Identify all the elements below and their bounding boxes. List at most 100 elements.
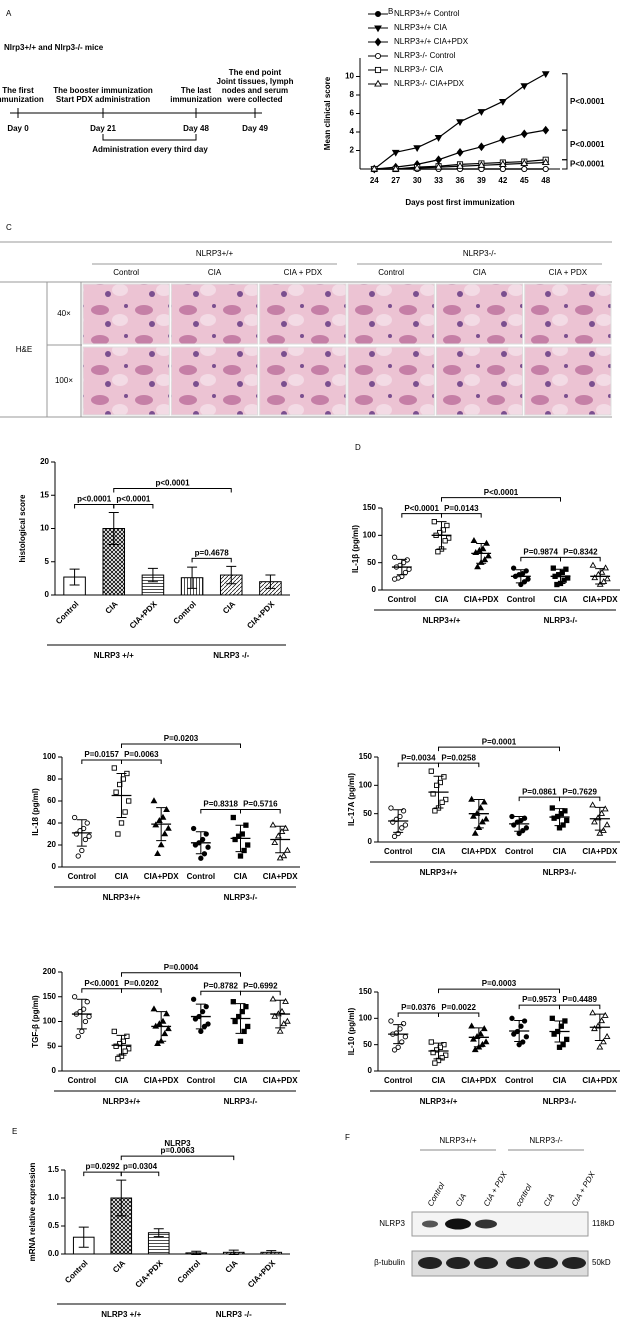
data-point: [84, 820, 90, 826]
data-point: [603, 821, 611, 828]
data-point: [245, 1023, 251, 1030]
y-axis-label: mRNA relative expression: [28, 1162, 37, 1261]
data-point: [603, 575, 611, 582]
y-tick-label: 6: [350, 109, 355, 118]
marker: [499, 165, 506, 173]
data-point: [556, 825, 563, 831]
data-point: [432, 1060, 438, 1066]
error-bar: [69, 568, 80, 586]
x-tick-label: CIA+PDX: [461, 847, 497, 856]
error-bar: [594, 806, 605, 831]
comparison-bracket: [441, 513, 482, 518]
data-point: [150, 1005, 158, 1012]
data-point: [388, 805, 394, 811]
x-tick-label: CIA+PDX: [144, 1076, 180, 1085]
legend-label: NLRP3+/+ Control: [394, 9, 460, 18]
comparison-bracket: [438, 746, 560, 752]
comparison-bracket: [240, 809, 281, 814]
data-point: [164, 824, 172, 831]
data-point: [442, 538, 448, 544]
y-tick-label: 0: [368, 1066, 373, 1075]
x-tick-label: Control: [68, 872, 96, 881]
error-bar: [147, 567, 158, 583]
comparison-bracket: [441, 497, 561, 502]
y-tick-label: 1.0: [48, 1193, 60, 1202]
data-point: [161, 1030, 169, 1037]
comparison-bracket: [121, 759, 162, 764]
y-axis-label: IL-1β (pg/ml): [351, 525, 360, 573]
data-point: [111, 765, 117, 771]
data-point: [556, 1044, 563, 1050]
x-tick-label: 48: [541, 176, 550, 185]
data-point: [562, 808, 568, 814]
y-tick-label: 15: [40, 490, 49, 499]
data-point: [82, 1018, 89, 1025]
band: [446, 1257, 470, 1269]
y-tick-label: 0: [368, 837, 373, 846]
marker: [456, 147, 464, 157]
x-tick-label: 30: [413, 176, 422, 185]
data-point: [509, 813, 515, 820]
y-tick-label: 200: [43, 967, 57, 976]
y-tick-label: 150: [359, 987, 373, 996]
data-point: [115, 1055, 121, 1062]
error-bar: [393, 809, 404, 833]
x-tick-label: Control: [384, 847, 412, 856]
x-tick-label: CIA: [435, 595, 449, 604]
error-bar: [226, 565, 237, 585]
data-point: [550, 565, 556, 571]
data-point: [232, 1018, 238, 1025]
y-tick-label: 150: [359, 752, 373, 761]
x-tick-label: CIA: [234, 872, 248, 881]
legend-label: NLRP3-/- CIA: [394, 65, 444, 74]
error-bar: [116, 773, 127, 818]
data-point: [564, 817, 570, 824]
data-point: [205, 844, 211, 850]
data-point: [115, 831, 121, 837]
error-bar: [195, 1003, 206, 1030]
error-bar: [108, 512, 119, 545]
error-bar: [594, 1013, 605, 1041]
group-label: NLRP3 -/-: [213, 651, 249, 660]
data-point: [471, 1046, 479, 1053]
data-point: [510, 565, 517, 571]
x-tick-label: CIA: [553, 1076, 567, 1085]
blot-group: NLRP3+/+: [439, 1136, 477, 1145]
y-tick-label: 80: [47, 774, 56, 783]
row-label: 40×: [57, 309, 71, 318]
data-point: [596, 1043, 604, 1050]
error-bar: [554, 808, 565, 827]
y-tick-label: 150: [363, 503, 377, 512]
error-bar: [235, 824, 246, 853]
comparison-label: p=0.0063: [160, 1146, 195, 1155]
data-point: [482, 815, 490, 822]
comparison-label: P=0.0202: [124, 979, 159, 988]
data-point: [439, 799, 445, 805]
data-point: [388, 1018, 394, 1024]
data-point: [280, 852, 288, 859]
legend-label: NLRP3-/- CIA+PDX: [394, 79, 465, 88]
data-point: [521, 815, 528, 821]
x-tick-label: CIA: [553, 847, 567, 856]
marker: [413, 145, 422, 153]
data-point: [391, 1047, 398, 1053]
data-point: [111, 1028, 117, 1035]
timeline-title: Nlrp3+/+ and Nlrp3-/- mice: [4, 43, 104, 52]
y-tick-label: 150: [43, 992, 57, 1001]
data-point: [192, 842, 199, 848]
data-point: [79, 847, 85, 854]
x-tick-label: Control: [187, 872, 215, 881]
marker: [498, 160, 507, 167]
group-label: NLRP3+/+: [103, 893, 141, 902]
x-tick-label: 36: [456, 176, 465, 185]
data-point: [192, 1016, 199, 1022]
error-bar: [515, 569, 526, 584]
error-bar: [187, 566, 198, 589]
y-tick-label: 0: [52, 1066, 57, 1075]
group-header: NLRP3-/-: [463, 249, 497, 258]
error-bar: [156, 807, 167, 842]
data-point: [603, 1032, 611, 1039]
marker: [499, 135, 507, 144]
comparison-label: P=0.0034: [401, 753, 436, 762]
y-axis-label: IL-17A (pg/ml): [347, 773, 356, 826]
